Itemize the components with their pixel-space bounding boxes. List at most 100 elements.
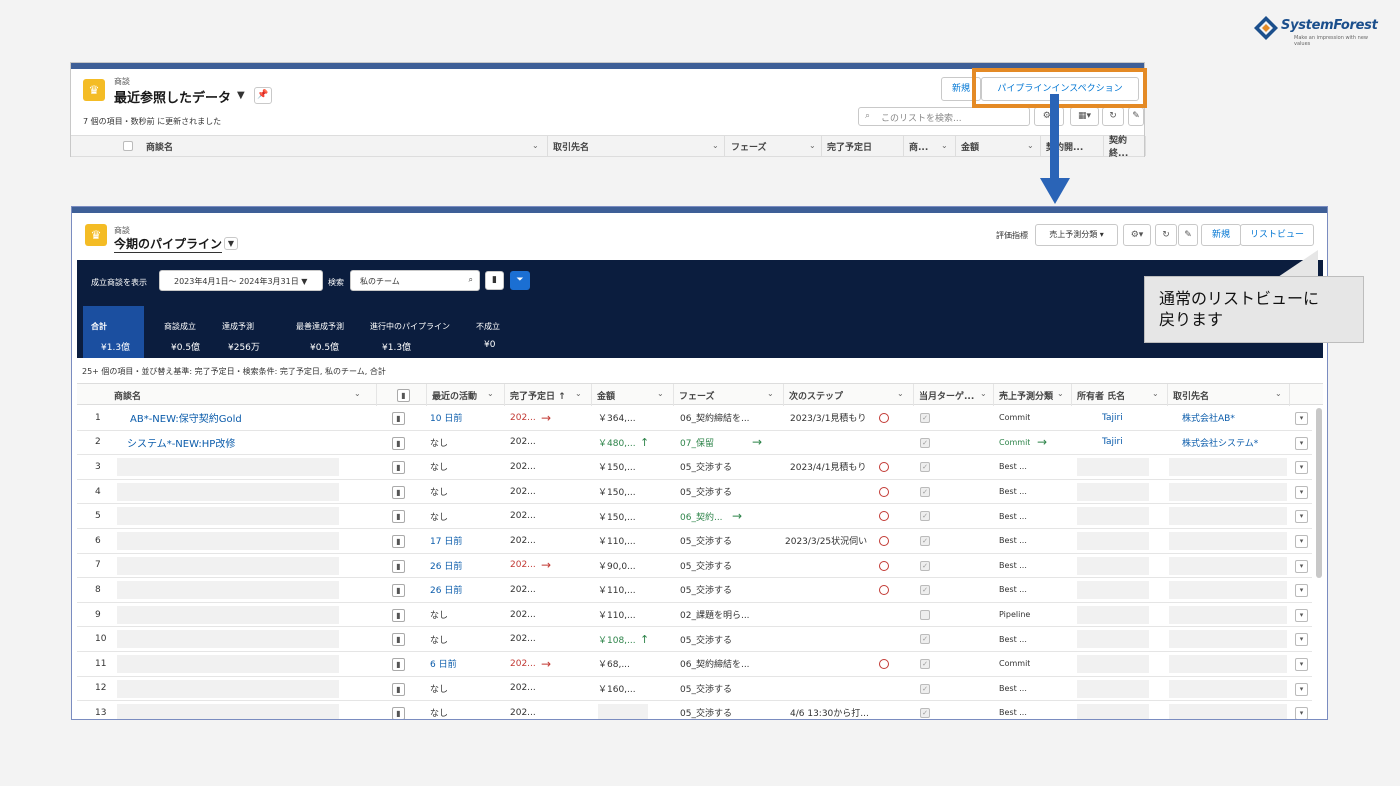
- chevron-down-icon[interactable]: ⌄: [809, 141, 816, 150]
- column-contract-start[interactable]: 契約開...: [1041, 136, 1104, 156]
- column-contract-end[interactable]: 契約終...: [1104, 136, 1146, 159]
- refresh-icon[interactable]: ↻: [1155, 224, 1177, 246]
- last-activity[interactable]: 26 日前: [430, 586, 463, 597]
- chevron-down-icon[interactable]: ⌄: [532, 141, 539, 150]
- row-actions-dropdown[interactable]: ▾: [1295, 436, 1308, 450]
- new-button[interactable]: 新規: [1201, 224, 1241, 246]
- chevron-down-icon[interactable]: ⌄: [1152, 389, 1159, 398]
- table-row[interactable]: 5 ▮ なし 202... ￥150,... 06_契約... → ✓ Best ... ▾: [77, 504, 1312, 529]
- filter-icon[interactable]: ⏷: [510, 271, 530, 290]
- clock-icon[interactable]: [879, 462, 889, 473]
- chevron-down-icon[interactable]: ⌄: [487, 389, 494, 398]
- gear-icon[interactable]: ⚙▾: [1123, 224, 1151, 246]
- column-next-step[interactable]: 次のステップ: [784, 384, 914, 406]
- chevron-down-icon[interactable]: ⌄: [575, 389, 582, 398]
- column-amount[interactable]: 金額: [592, 384, 674, 406]
- last-activity[interactable]: 6 日前: [430, 660, 457, 671]
- clock-icon[interactable]: [879, 560, 889, 571]
- table-row[interactable]: 1 AB*-NEW:保守契約Gold ▮ 10 日前 202... → ￥364,... 06…: [77, 406, 1312, 431]
- table-row[interactable]: 3 ▮ なし 202... ￥150,... 05_交渉する 2023/4/1見積もり ✓ Be…: [77, 455, 1312, 480]
- bookmark-icon[interactable]: ▮: [392, 682, 405, 696]
- list-search-input[interactable]: ⌕ このリストを検索...: [858, 107, 1030, 126]
- row-actions-dropdown[interactable]: ▾: [1295, 608, 1308, 622]
- table-row[interactable]: 12 ▮ なし 202... ￥160,... 05_交渉する ✓ Best ... ▾: [77, 677, 1312, 702]
- chevron-down-icon[interactable]: ⌄: [897, 389, 904, 398]
- row-actions-dropdown[interactable]: ▾: [1295, 584, 1308, 598]
- table-row[interactable]: 8 ▮ 26 日前 202... ￥110,... 05_交渉する ✓ Best ... ▾: [77, 578, 1312, 603]
- table-row[interactable]: 6 ▮ 17 日前 202... ￥110,... 05_交渉する 2023/3/25状況伺…: [77, 529, 1312, 554]
- column-phase[interactable]: フェーズ: [674, 384, 784, 406]
- column-opportunity-name[interactable]: 商談名: [77, 384, 377, 406]
- row-actions-dropdown[interactable]: ▾: [1295, 633, 1308, 647]
- chevron-down-icon[interactable]: ⌄: [1057, 389, 1064, 398]
- row-actions-dropdown[interactable]: ▾: [1295, 485, 1308, 499]
- refresh-icon[interactable]: ↻: [1102, 107, 1124, 126]
- opportunity-name-link[interactable]: システム*-NEW:HP改修: [127, 438, 236, 450]
- clock-icon[interactable]: [879, 659, 889, 669]
- column-short[interactable]: 商...: [904, 136, 956, 156]
- view-title[interactable]: 今期のパイプライン: [114, 237, 223, 253]
- chevron-down-icon[interactable]: ⌄: [980, 389, 987, 398]
- table-row[interactable]: 4 ▮ なし 202... ￥150,... 05_交渉する ✓ Best ... ▾: [77, 480, 1312, 505]
- column-amount[interactable]: 金額: [956, 136, 1041, 156]
- column-last-activity[interactable]: 最近の活動: [427, 384, 505, 406]
- clock-icon[interactable]: [879, 413, 889, 423]
- clock-icon[interactable]: [879, 536, 889, 546]
- pipeline-inspection-button[interactable]: パイプラインインスペクション: [981, 77, 1139, 101]
- chevron-down-icon[interactable]: ⌄: [1275, 389, 1282, 398]
- list-view-button[interactable]: リストビュー: [1240, 224, 1314, 246]
- clock-icon[interactable]: [879, 511, 889, 522]
- opportunity-name-link[interactable]: AB*-NEW:保守契約Gold: [130, 414, 242, 426]
- row-actions-dropdown[interactable]: ▾: [1295, 559, 1308, 573]
- column-owner-name[interactable]: 所有者 氏名: [1072, 384, 1168, 406]
- bookmark-icon[interactable]: ▮: [392, 412, 405, 425]
- column-phase[interactable]: フェーズ: [726, 136, 822, 156]
- chevron-down-icon[interactable]: ⌄: [767, 389, 774, 398]
- row-actions-dropdown[interactable]: ▾: [1295, 461, 1308, 475]
- bookmark-icon[interactable]: ▮: [392, 584, 405, 598]
- row-actions-dropdown[interactable]: ▾: [1295, 707, 1308, 719]
- bookmark-icon[interactable]: ▮: [392, 658, 405, 671]
- chevron-down-icon[interactable]: ⌄: [1027, 141, 1034, 150]
- bookmark-icon[interactable]: ▮: [392, 461, 405, 475]
- chevron-down-icon[interactable]: ▼: [237, 90, 245, 101]
- date-range-select[interactable]: 2023年4月1日～ 2024年3月31日 ▼: [159, 270, 323, 291]
- table-row[interactable]: 10 ▮ なし 202... ￥108,... ↑ 05_交渉する ✓ Best ... ▾: [77, 627, 1312, 652]
- gear-icon[interactable]: ⚙▾: [1034, 107, 1064, 126]
- clock-icon[interactable]: [879, 486, 889, 497]
- last-activity[interactable]: 10 日前: [430, 414, 463, 425]
- table-view-icon[interactable]: ▦▾: [1070, 107, 1099, 126]
- last-activity[interactable]: 17 日前: [430, 537, 463, 548]
- table-row[interactable]: 9 ▮ なし 202... ￥110,... 02_課題を明ら... Pipeline ▾: [77, 603, 1312, 628]
- bookmark-icon[interactable]: ▮: [392, 510, 405, 524]
- clock-icon[interactable]: [879, 585, 889, 596]
- bookmark-icon[interactable]: ▮: [392, 559, 405, 573]
- bookmark-icon[interactable]: ▮: [392, 535, 405, 548]
- last-activity[interactable]: 26 日前: [430, 561, 463, 572]
- row-actions-dropdown[interactable]: ▾: [1295, 682, 1308, 696]
- row-actions-dropdown[interactable]: ▾: [1295, 412, 1308, 425]
- chevron-down-icon[interactable]: ▼: [224, 237, 238, 250]
- chevron-down-icon[interactable]: ⌄: [354, 389, 361, 398]
- table-row[interactable]: 2 システム*-NEW:HP改修 ▮ なし 202... ￥480,... ↑ 07_保留 → ✓…: [77, 431, 1312, 456]
- pin-icon[interactable]: 📌: [254, 87, 272, 104]
- column-opportunity-name[interactable]: 商談名: [141, 136, 548, 156]
- bookmark-icon[interactable]: ▮: [392, 633, 405, 647]
- column-forecast-category[interactable]: 売上予測分類: [994, 384, 1072, 406]
- pencil-icon[interactable]: ✎: [1178, 224, 1198, 246]
- team-search-input[interactable]: 私のチーム ⌕: [350, 270, 480, 291]
- bookmark-icon[interactable]: ▮: [392, 485, 405, 499]
- bookmark-icon[interactable]: ▮: [392, 707, 405, 719]
- bookmark-icon[interactable]: ▮: [392, 608, 405, 622]
- row-actions-dropdown[interactable]: ▾: [1295, 535, 1308, 548]
- select-all-checkbox[interactable]: [123, 141, 133, 151]
- chevron-down-icon[interactable]: ⌄: [941, 141, 948, 150]
- owner-link[interactable]: Tajiri: [1102, 412, 1123, 423]
- vertical-scrollbar[interactable]: [1316, 408, 1322, 578]
- account-link[interactable]: 株式会社システム*: [1182, 438, 1259, 449]
- column-account-name[interactable]: 取引先名: [1168, 384, 1290, 406]
- table-row[interactable]: 11 ▮ 6 日前 202... → ￥68,... 06_契約締結を... ✓ Commit ▾: [77, 652, 1312, 677]
- column-monthly-target[interactable]: 当月ターゲ...: [914, 384, 994, 406]
- row-actions-dropdown[interactable]: ▾: [1295, 658, 1308, 671]
- account-link[interactable]: 株式会社AB*: [1182, 414, 1235, 425]
